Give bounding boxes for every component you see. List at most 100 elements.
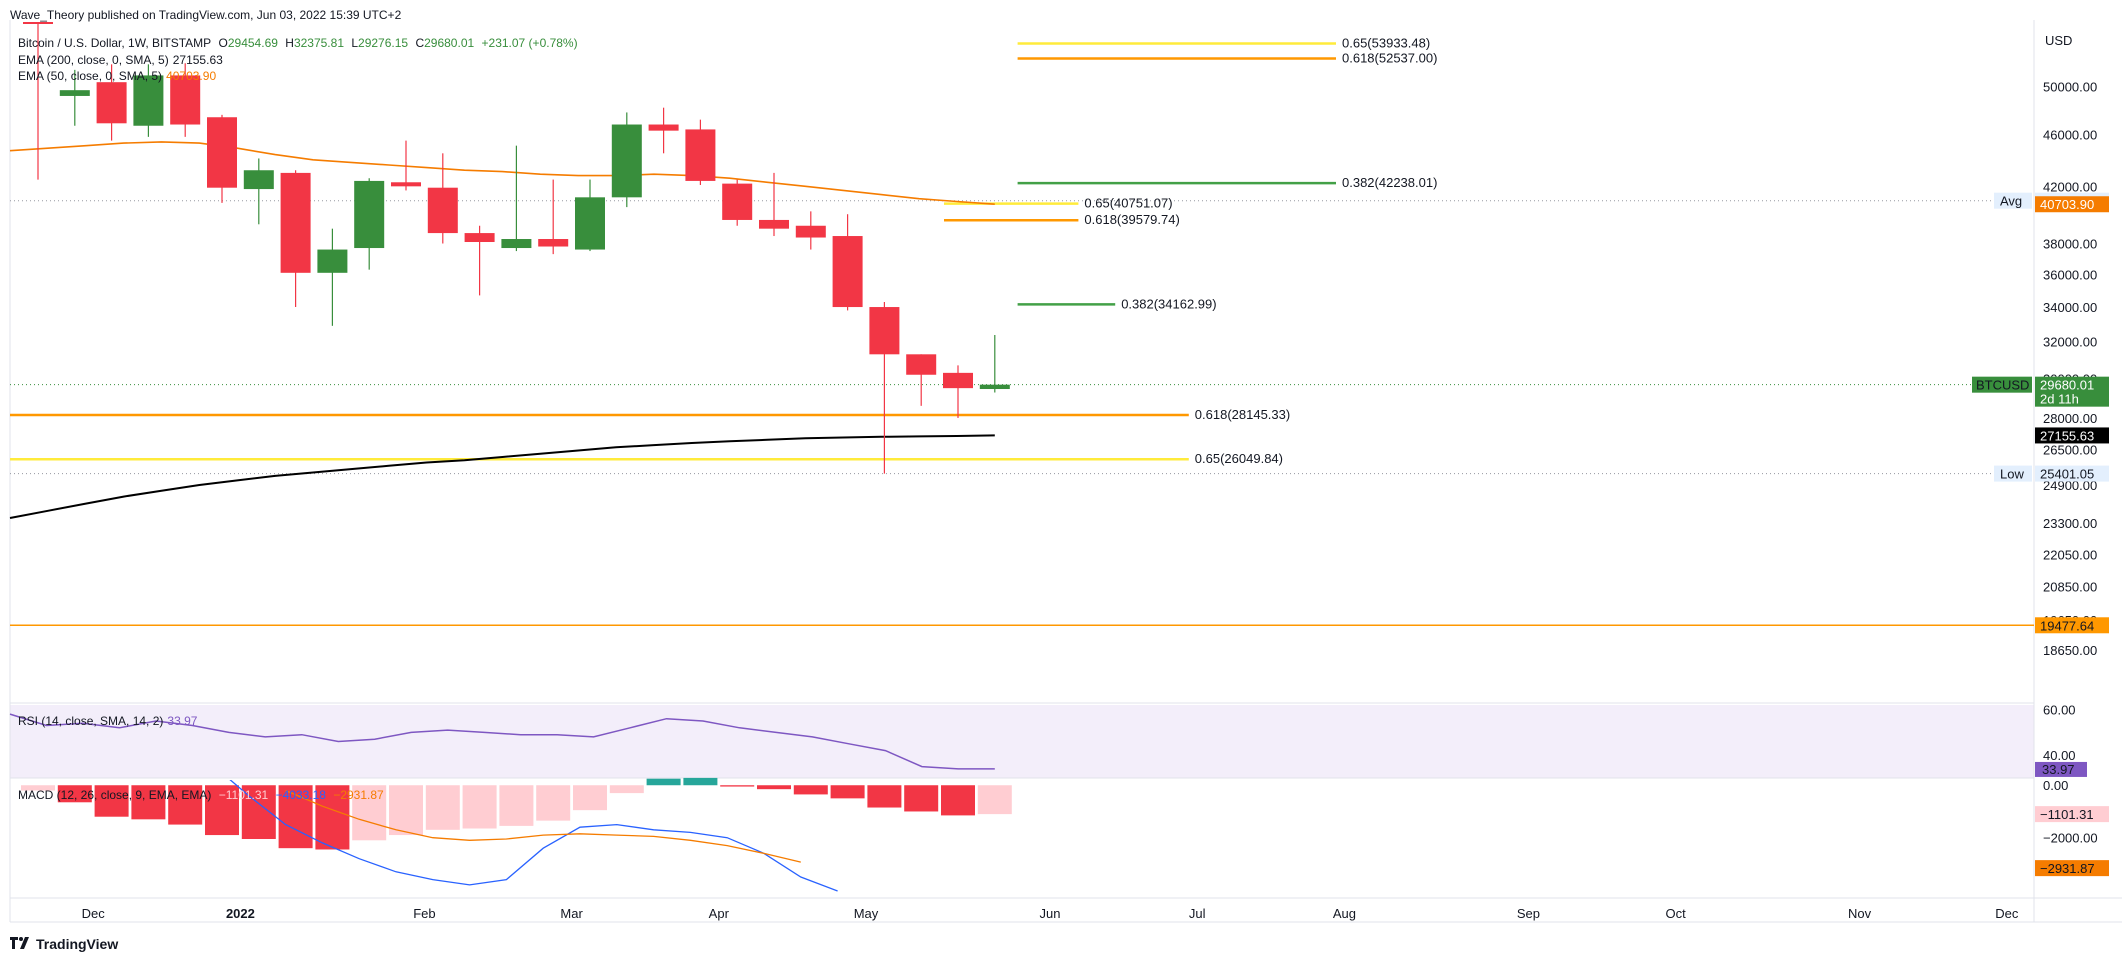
macd-hist-tag-bg bbox=[2035, 806, 2109, 823]
rsi-legend: RSI (14, close, SMA, 14, 2) 33.97 bbox=[18, 714, 198, 728]
fib-level-label: 0.65(53933.48) bbox=[1342, 35, 1430, 50]
rsi-tag-bg bbox=[2035, 761, 2087, 777]
marker-btcusd-tag-sublabel: 2d 11h bbox=[2040, 392, 2079, 407]
macd-histogram-bar bbox=[499, 785, 534, 826]
y-tick-label: 50000.00 bbox=[2043, 80, 2097, 95]
rsi-tick-label: 40.00 bbox=[2043, 748, 2076, 763]
tradingview-icon bbox=[10, 936, 32, 952]
macd-histogram-bar bbox=[278, 785, 313, 849]
macd-legend: MACD (12, 26, close, 9, EMA, EMA) −1101.… bbox=[18, 788, 384, 802]
candle-body bbox=[96, 82, 127, 124]
ohlc-open: O29454.69 bbox=[218, 36, 278, 50]
x-tick-label: Jun bbox=[1040, 906, 1061, 921]
macd-histogram-bar bbox=[57, 785, 92, 803]
macd-hist-value: −1101.31 bbox=[218, 788, 269, 802]
x-tick-label: Feb bbox=[413, 906, 435, 921]
candle-body bbox=[59, 90, 90, 96]
macd-histogram-bar bbox=[720, 785, 755, 787]
fib-level-label: 0.618(39579.74) bbox=[1084, 212, 1179, 227]
candle-body bbox=[133, 75, 164, 126]
rsi-line bbox=[9, 713, 995, 770]
macd-histogram-bar bbox=[21, 785, 55, 791]
macd-histogram-bar bbox=[830, 785, 865, 799]
rsi-tag-label: 33.97 bbox=[2042, 762, 2075, 777]
marker-btcusd-tag-bg bbox=[2035, 376, 2109, 407]
candle-body bbox=[501, 239, 532, 249]
macd-histogram-bar bbox=[205, 785, 239, 836]
macd-histogram-bar bbox=[573, 785, 607, 811]
candle-body bbox=[722, 183, 753, 220]
candle-body bbox=[979, 384, 1010, 390]
candle-body bbox=[354, 180, 385, 249]
tradingview-logo[interactable]: TradingView bbox=[10, 936, 118, 952]
macd-tick-label: −2000.00 bbox=[2043, 831, 2098, 846]
y-tick-label: 34000.00 bbox=[2043, 300, 2097, 315]
candle-body bbox=[869, 307, 900, 355]
y-tick-label: 38000.00 bbox=[2043, 237, 2097, 252]
candle-body bbox=[943, 372, 973, 389]
candle-body bbox=[685, 129, 716, 181]
candle-body bbox=[611, 124, 642, 198]
macd-histogram-bar bbox=[536, 785, 571, 821]
marker-low-tag-bg bbox=[2035, 465, 2109, 482]
macd-signal-tag-label: −2931.87 bbox=[2040, 861, 2095, 876]
marker-name-label: Avg bbox=[2000, 194, 2022, 209]
y-tick-label: 26500.00 bbox=[2043, 442, 2097, 457]
fib-level-label: 0.382(34162.99) bbox=[1121, 296, 1216, 311]
macd-signal-tag-bg bbox=[2035, 860, 2109, 877]
symbol-name-label: BTCUSD bbox=[1976, 378, 2029, 393]
marker-low-tag-label: 25401.05 bbox=[2040, 467, 2094, 482]
candle-body bbox=[648, 124, 679, 131]
symbol-legend: Bitcoin / U.S. Dollar, 1W, BITSTAMP O294… bbox=[18, 35, 582, 51]
x-tick-label: May bbox=[854, 906, 879, 921]
marker-name-bg bbox=[1994, 192, 2032, 209]
x-tick-label: Dec bbox=[82, 906, 106, 921]
ohlc-low: L29276.15 bbox=[351, 36, 409, 50]
macd-histogram-bar bbox=[352, 785, 387, 841]
ohlc-high: H32375.81 bbox=[285, 36, 344, 50]
candle-body bbox=[243, 170, 274, 190]
marker-name-label: Low bbox=[2000, 467, 2024, 482]
macd-histogram-bar bbox=[425, 785, 460, 830]
y-tick-label: 36000.00 bbox=[2043, 267, 2097, 282]
candle-body bbox=[464, 233, 495, 243]
macd-histogram-bar bbox=[462, 785, 497, 829]
marker-hline-tag-bg bbox=[2035, 617, 2109, 634]
candle-body bbox=[391, 182, 421, 187]
macd-histogram-bar bbox=[867, 785, 902, 808]
marker-ema200-tag-label: 27155.63 bbox=[2040, 428, 2094, 443]
x-tick-label: Dec bbox=[1995, 906, 2019, 921]
symbol-name-bg bbox=[1972, 376, 2032, 393]
rsi-pane-bg bbox=[10, 705, 2034, 778]
x-tick-label: 2022 bbox=[226, 906, 255, 921]
ema50-legend: EMA (50, close, 0, SMA, 5) 40703.90 bbox=[18, 69, 217, 83]
y-tick-label: 42000.00 bbox=[2043, 179, 2097, 194]
y-tick-label: 20850.00 bbox=[2043, 579, 2097, 594]
ema200-legend: EMA (200, close, 0, SMA, 5) 27155.63 bbox=[18, 53, 223, 67]
macd-histogram-bar bbox=[757, 785, 791, 790]
macd-histogram-bar bbox=[609, 785, 644, 794]
fib-level-label: 0.65(26049.84) bbox=[1195, 451, 1283, 466]
macd-histogram-bar bbox=[683, 777, 718, 786]
macd-line bbox=[229, 780, 838, 892]
rsi-value: 33.97 bbox=[167, 714, 198, 728]
macd-signal-line bbox=[285, 789, 801, 863]
candle-body bbox=[207, 117, 237, 188]
candle-body bbox=[575, 197, 605, 250]
macd-histogram-bar bbox=[94, 785, 129, 817]
macd-tick-label: 0.00 bbox=[2043, 778, 2068, 793]
x-tick-label: Oct bbox=[1665, 906, 1686, 921]
macd-histogram-bar bbox=[793, 785, 828, 795]
y-tick-label: 22050.00 bbox=[2043, 547, 2097, 562]
fib-level-label: 0.65(40751.07) bbox=[1084, 196, 1172, 211]
candle-body bbox=[795, 225, 826, 238]
candle-body bbox=[538, 239, 569, 247]
macd-histogram-bar bbox=[941, 785, 975, 816]
ema200-value: 27155.63 bbox=[172, 53, 223, 67]
y-tick-label: 28000.00 bbox=[2043, 411, 2097, 426]
candle-body bbox=[170, 75, 201, 125]
macd-histogram-bar bbox=[131, 785, 166, 820]
marker-btcusd-tag-label: 29680.01 bbox=[2040, 378, 2094, 393]
macd-hist-tag-label: −1101.31 bbox=[2040, 807, 2094, 822]
